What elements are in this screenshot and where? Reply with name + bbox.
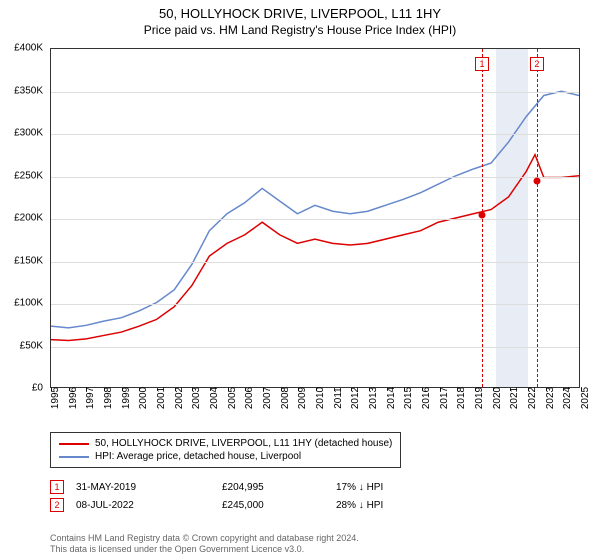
- y-tick-label: £350K: [14, 85, 43, 96]
- legend-item: HPI: Average price, detached house, Live…: [59, 450, 392, 463]
- x-tick-label: 2019: [474, 387, 485, 409]
- legend: 50, HOLLYHOCK DRIVE, LIVERPOOL, L11 1HY …: [50, 432, 401, 468]
- sale-date: 31-MAY-2019: [68, 482, 218, 493]
- gridline: [51, 177, 579, 178]
- y-tick-label: £150K: [14, 255, 43, 266]
- x-tick-label: 1999: [121, 387, 132, 409]
- x-tick-label: 2016: [421, 387, 432, 409]
- x-tick-label: 2008: [280, 387, 291, 409]
- y-axis-labels: £0£50K£100K£150K£200K£250K£300K£350K£400…: [0, 48, 45, 388]
- y-tick-label: £250K: [14, 170, 43, 181]
- sale-data-point: [533, 177, 540, 184]
- x-tick-label: 2023: [545, 387, 556, 409]
- sale-row-marker: 2: [50, 498, 64, 512]
- x-tick-label: 2002: [174, 387, 185, 409]
- plot-area: 12: [50, 48, 580, 388]
- x-tick-label: 2021: [509, 387, 520, 409]
- legend-swatch: [59, 456, 89, 458]
- x-tick-label: 2003: [191, 387, 202, 409]
- gridline: [51, 92, 579, 93]
- sale-row: 2 08-JUL-2022 £245,000 28% ↓ HPI: [50, 496, 446, 514]
- chart-title: 50, HOLLYHOCK DRIVE, LIVERPOOL, L11 1HY: [0, 0, 600, 21]
- legend-swatch: [59, 443, 89, 445]
- gridline: [51, 347, 579, 348]
- x-tick-label: 1998: [103, 387, 114, 409]
- x-axis-labels: 1995 1996 1997 1998 1999 2000 2001 2002 2003 2004…: [50, 390, 580, 430]
- sale-price: £245,000: [222, 500, 332, 511]
- sale-diff: 28% ↓ HPI: [336, 500, 446, 511]
- x-tick-label: 2014: [386, 387, 397, 409]
- x-tick-label: 2018: [456, 387, 467, 409]
- y-tick-label: £0: [32, 383, 43, 394]
- y-tick-label: £400K: [14, 43, 43, 54]
- line-series: [51, 49, 579, 387]
- sales-table: 1 31-MAY-2019 £204,995 17% ↓ HPI 2 08-JUL-202…: [50, 478, 446, 514]
- gridline: [51, 304, 579, 305]
- footer-attribution: Contains HM Land Registry data © Crown c…: [50, 533, 359, 556]
- y-tick-label: £300K: [14, 128, 43, 139]
- chart-subtitle: Price paid vs. HM Land Registry's House …: [0, 21, 600, 37]
- x-tick-label: 2017: [439, 387, 450, 409]
- x-tick-label: 2020: [492, 387, 503, 409]
- sale-marker-label: 2: [530, 57, 544, 71]
- x-tick-label: 2024: [562, 387, 573, 409]
- sale-row-marker: 1: [50, 480, 64, 494]
- y-tick-label: £50K: [20, 340, 43, 351]
- legend-item: 50, HOLLYHOCK DRIVE, LIVERPOOL, L11 1HY …: [59, 437, 392, 450]
- x-tick-label: 2010: [315, 387, 326, 409]
- sale-row: 1 31-MAY-2019 £204,995 17% ↓ HPI: [50, 478, 446, 496]
- sale-date: 08-JUL-2022: [68, 500, 218, 511]
- sale-marker-label: 1: [475, 57, 489, 71]
- x-tick-label: 2013: [368, 387, 379, 409]
- gridline: [51, 219, 579, 220]
- x-tick-label: 1995: [50, 387, 61, 409]
- x-tick-label: 1997: [85, 387, 96, 409]
- y-tick-label: £200K: [14, 213, 43, 224]
- chart-container: 50, HOLLYHOCK DRIVE, LIVERPOOL, L11 1HY …: [0, 0, 600, 560]
- legend-label: 50, HOLLYHOCK DRIVE, LIVERPOOL, L11 1HY …: [95, 438, 392, 449]
- x-tick-label: 2004: [209, 387, 220, 409]
- sale-vline: [537, 49, 538, 387]
- x-tick-label: 2022: [527, 387, 538, 409]
- x-tick-label: 2006: [244, 387, 255, 409]
- y-tick-label: £100K: [14, 298, 43, 309]
- x-tick-label: 2000: [138, 387, 149, 409]
- legend-label: HPI: Average price, detached house, Live…: [95, 451, 301, 462]
- footer-line-2: This data is licensed under the Open Gov…: [50, 544, 359, 556]
- x-tick-label: 2005: [227, 387, 238, 409]
- gridline: [51, 134, 579, 135]
- footer-line-1: Contains HM Land Registry data © Crown c…: [50, 533, 359, 545]
- x-tick-label: 2025: [580, 387, 591, 409]
- x-tick-label: 2011: [333, 387, 344, 409]
- series-hpi: [51, 91, 579, 328]
- x-tick-label: 2015: [403, 387, 414, 409]
- x-tick-label: 1996: [68, 387, 79, 409]
- sale-diff: 17% ↓ HPI: [336, 482, 446, 493]
- x-tick-label: 2001: [156, 387, 167, 409]
- x-tick-label: 2009: [297, 387, 308, 409]
- sale-data-point: [479, 211, 486, 218]
- gridline: [51, 262, 579, 263]
- x-tick-label: 2007: [262, 387, 273, 409]
- series-property: [51, 155, 579, 341]
- x-tick-label: 2012: [350, 387, 361, 409]
- sale-price: £204,995: [222, 482, 332, 493]
